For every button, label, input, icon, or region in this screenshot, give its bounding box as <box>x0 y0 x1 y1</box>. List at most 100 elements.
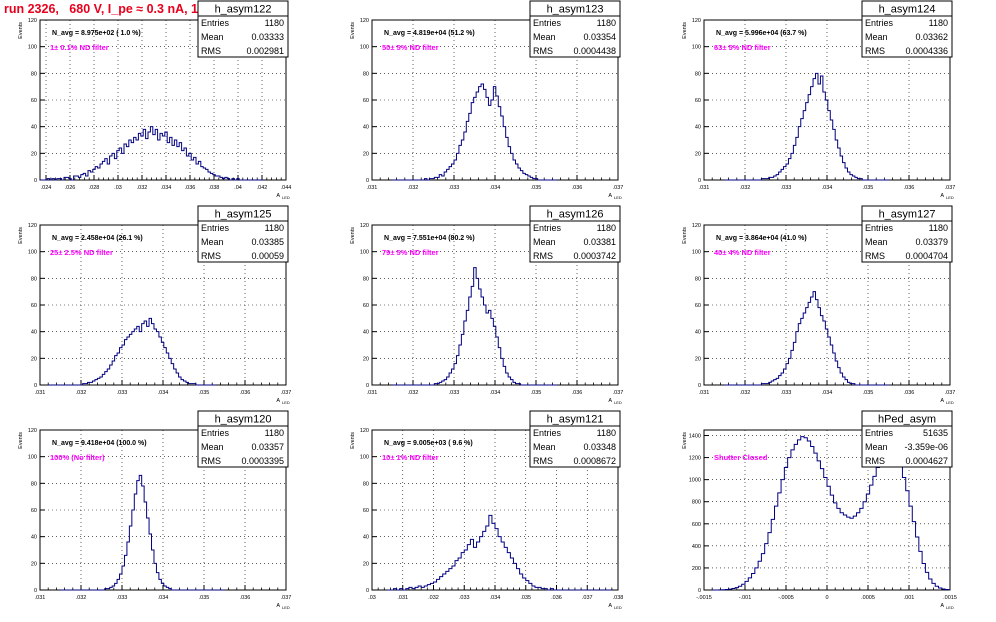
stat-label: Mean <box>865 237 888 247</box>
navg-label: N_avg = 3.864e+04 (41.0 %) <box>716 235 807 242</box>
stat-label: Mean <box>201 32 224 42</box>
x-tick-label: .035 <box>199 595 210 601</box>
x-tick-label: .033 <box>117 595 128 601</box>
x-tick-label: .032 <box>137 185 148 191</box>
x-tick-label: .032 <box>408 185 419 191</box>
x-tick-label: .031 <box>397 595 408 601</box>
histogram-bars <box>392 267 558 386</box>
y-tick-label: 40 <box>695 125 701 131</box>
x-tick-label: .035 <box>520 595 531 601</box>
x-axis-label-sub: LED <box>614 195 622 200</box>
y-tick-label: 40 <box>695 330 701 336</box>
y-tick-label: 40 <box>363 125 369 131</box>
histogram-bars <box>48 317 216 386</box>
y-tick-label: 120 <box>692 223 701 229</box>
x-tick-label: .037 <box>613 185 624 191</box>
x-tick-label: .034 <box>158 390 169 396</box>
x-axis-label: A <box>608 398 612 404</box>
x-tick-label: .032 <box>408 390 419 396</box>
x-tick-label: .036 <box>240 595 251 601</box>
navg-label: N_avg = 9.005e+03 ( 9.6 %) <box>384 440 473 447</box>
y-tick-label: 1400 <box>689 434 701 440</box>
navg-label: N_avg = 7.551e+04 (80.2 %) <box>384 235 475 242</box>
x-tick-label: .036 <box>572 185 583 191</box>
stat-label: RMS <box>201 46 221 56</box>
x-tick-label: .028 <box>89 185 100 191</box>
filter-label: 10± 1% ND filter <box>382 453 439 462</box>
x-tick-label: .033 <box>781 185 792 191</box>
x-tick-label: .036 <box>904 185 915 191</box>
x-tick-label: .034 <box>490 595 501 601</box>
x-axis-label: A <box>608 193 612 199</box>
stat-label: RMS <box>533 456 553 466</box>
stat-label: Entries <box>201 18 230 28</box>
y-tick-label: 80 <box>31 276 37 282</box>
x-tick-label: .035 <box>531 185 542 191</box>
filter-label: 40± 4% ND filter <box>714 248 771 257</box>
x-tick-label: .037 <box>613 390 624 396</box>
hist-name: h_asym121 <box>547 414 604 426</box>
x-tick-label: .036 <box>185 185 196 191</box>
x-tick-label: .034 <box>490 390 501 396</box>
y-tick-label: 0 <box>34 588 37 594</box>
x-tick-label: .033 <box>449 390 460 396</box>
y-axis-label: Events <box>682 227 688 244</box>
x-tick-label: .036 <box>551 595 562 601</box>
x-axis-label: A <box>940 398 944 404</box>
y-tick-label: 80 <box>363 71 369 77</box>
y-tick-label: 60 <box>31 303 37 309</box>
y-tick-label: 100 <box>692 250 701 256</box>
y-axis-label: Events <box>682 432 688 449</box>
y-tick-label: 20 <box>695 356 701 362</box>
x-axis-label: A <box>276 398 280 404</box>
x-tick-label: .036 <box>904 390 915 396</box>
histogram-panel-h_asym124: .031 .032 .033 .034 .035 .036 .037 0 20 40 60 80 100… <box>682 0 956 200</box>
stat-label: Entries <box>865 428 894 438</box>
stats-box <box>529 15 621 58</box>
histogram-bars <box>724 291 890 386</box>
x-tick-label: .0015 <box>943 595 957 601</box>
y-tick-label: 80 <box>363 481 369 487</box>
x-tick-label: .037 <box>582 595 593 601</box>
stat-value: 1180 <box>265 18 284 28</box>
x-tick-label: 0 <box>825 595 828 601</box>
y-tick-label: 60 <box>31 508 37 514</box>
x-tick-label: .038 <box>613 595 624 601</box>
hist-name: h_asym124 <box>879 4 936 16</box>
x-axis-label: A <box>940 193 944 199</box>
stat-value: 1180 <box>265 428 284 438</box>
stat-value: 0.0004627 <box>905 456 948 466</box>
stat-value: 1180 <box>597 18 616 28</box>
x-tick-label: .032 <box>740 185 751 191</box>
x-tick-label: .037 <box>945 185 956 191</box>
filter-label: Shutter Closed <box>714 453 768 462</box>
histogram-panel-h_asym122: .024 .026 .028 .03 .032 .034 .036 .038 .04 .042 .0… <box>18 0 291 200</box>
stat-label: RMS <box>865 46 885 56</box>
y-tick-label: 60 <box>31 98 37 104</box>
y-tick-label: 100 <box>28 250 37 256</box>
y-tick-label: 120 <box>28 428 37 434</box>
y-tick-label: 0 <box>34 383 37 389</box>
hist-name: h_asym126 <box>547 209 604 221</box>
stat-value: 0.03357 <box>251 442 284 452</box>
x-tick-label: .033 <box>117 390 128 396</box>
stats-box <box>529 220 621 263</box>
hist-name: h_asym123 <box>547 4 604 16</box>
x-tick-label: .032 <box>76 595 87 601</box>
y-tick-label: 80 <box>31 481 37 487</box>
x-tick-label: .031 <box>367 185 378 191</box>
x-axis-label-sub: LED <box>282 195 290 200</box>
stat-label: Entries <box>865 18 894 28</box>
y-tick-label: 100 <box>360 250 369 256</box>
y-tick-label: 120 <box>28 223 37 229</box>
x-tick-label: .035 <box>531 390 542 396</box>
stat-value: 0.0003742 <box>573 251 616 261</box>
histogram-panel-h_asym126: .031 .032 .033 .034 .035 .036 .037 0 20 40 60 80 100… <box>350 205 624 405</box>
stat-value: 51635 <box>923 428 948 438</box>
x-tick-label: .035 <box>863 390 874 396</box>
y-tick-label: 100 <box>28 45 37 51</box>
stat-label: RMS <box>865 251 885 261</box>
stat-value: -3.359e-06 <box>904 442 948 452</box>
filter-label: 100% (No filter) <box>50 453 105 462</box>
x-tick-label: .032 <box>740 390 751 396</box>
